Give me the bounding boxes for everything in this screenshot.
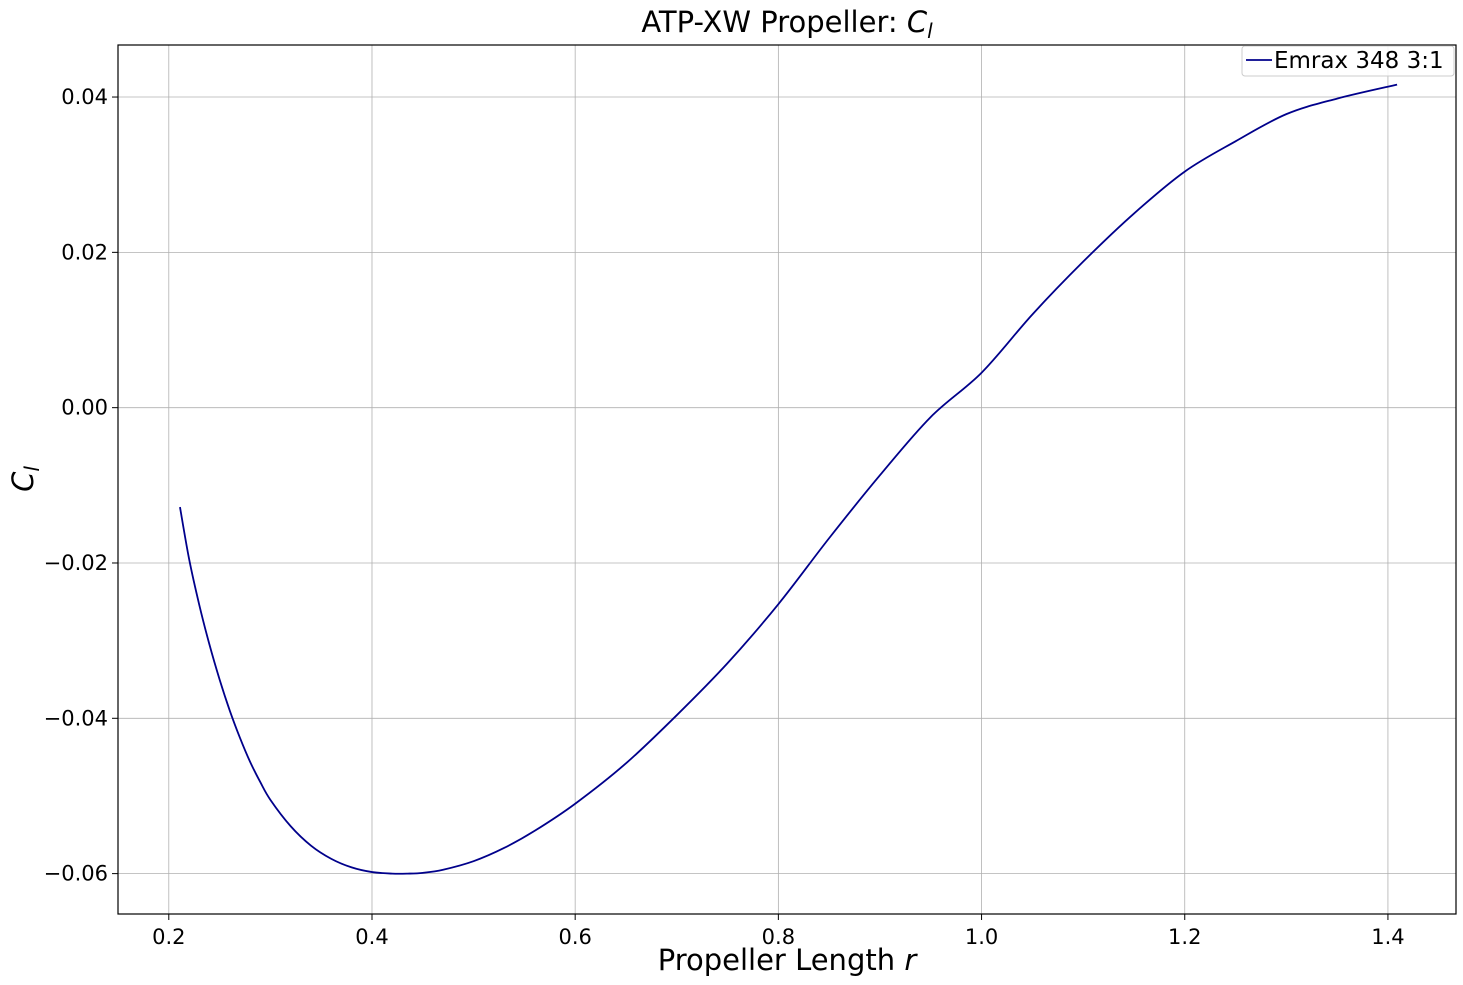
grid-lines (118, 45, 1456, 914)
x-tick-label: 1.0 (965, 925, 998, 949)
x-tick-label: 1.2 (1168, 925, 1201, 949)
y-tick-label: −0.06 (44, 862, 108, 886)
legend: Emrax 348 3:1 (1241, 45, 1455, 77)
plot-frame (117, 44, 1457, 915)
y-axis: 0.04 0.02 0.00 −0.02 −0.04 −0.06 (44, 85, 118, 886)
series-layer (179, 83, 1398, 875)
x-axis-label: Propeller Length r (658, 943, 919, 977)
x-tick-label: 1.4 (1371, 925, 1404, 949)
y-tick-label: 0.00 (61, 396, 108, 420)
x-tick-label: 0.6 (558, 925, 591, 949)
x-tick-label: 0.4 (355, 925, 388, 949)
legend-box (1241, 45, 1455, 77)
series-line-emrax-348 (179, 83, 1398, 875)
y-axis-label: Cl (6, 466, 44, 492)
y-tick-label: 0.02 (61, 240, 108, 264)
x-tick-label: 0.8 (762, 925, 795, 949)
y-tick-label: −0.04 (44, 706, 108, 730)
legend-label: Emrax 348 3:1 (1274, 48, 1444, 74)
chart-title: ATP-XW Propeller: Cl (641, 5, 933, 43)
x-tick-label: 0.2 (152, 925, 185, 949)
y-tick-label: 0.04 (61, 85, 108, 109)
x-axis: 0.2 0.4 0.6 0.8 1.0 1.2 1.4 (152, 914, 1405, 949)
y-tick-label: −0.02 (44, 551, 108, 575)
